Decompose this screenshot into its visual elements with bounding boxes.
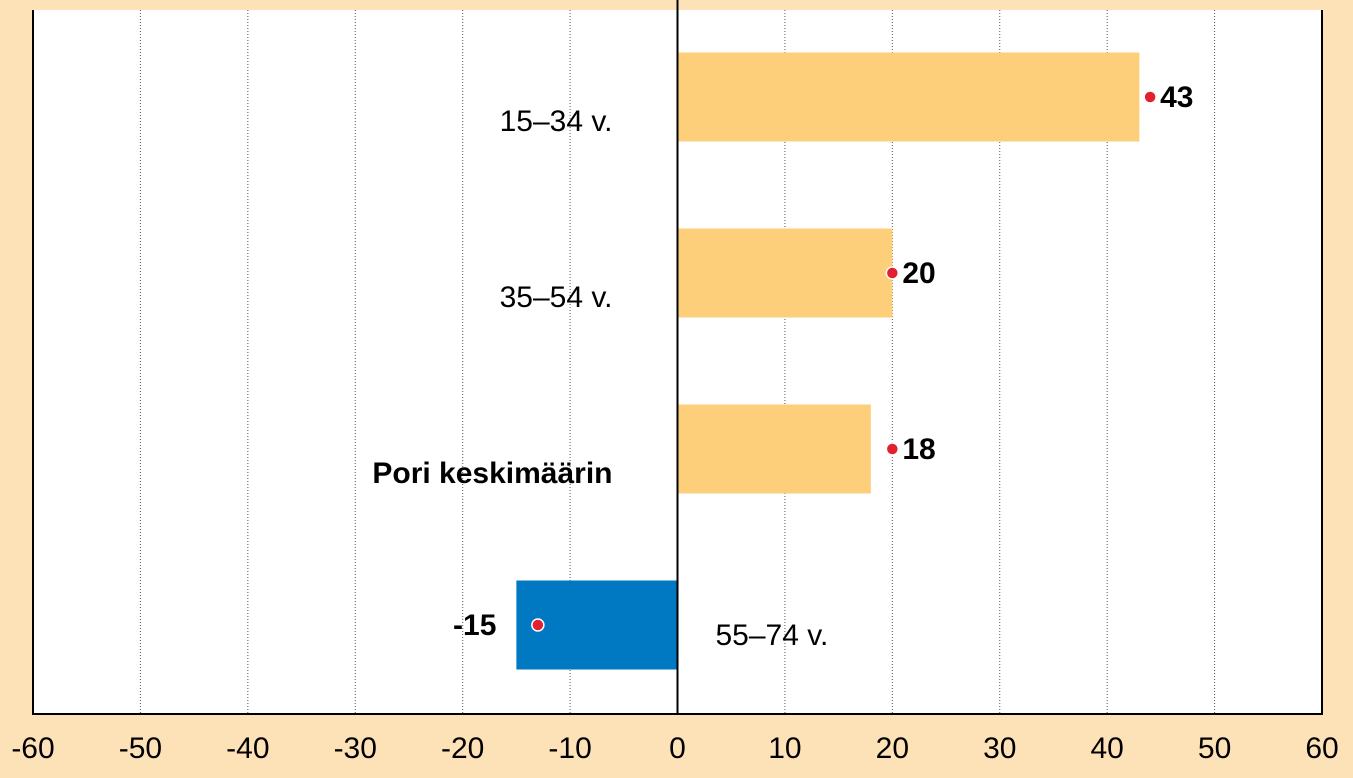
plot-frame: [32, 10, 1323, 715]
bar: [677, 228, 893, 318]
x-tick-label: -40: [226, 732, 269, 765]
bar: [677, 52, 1140, 142]
category-label: Pori keskimäärin: [372, 457, 612, 490]
x-tick-label: 30: [983, 732, 1016, 765]
x-tick-label: 40: [1090, 732, 1123, 765]
x-tick-label: 10: [768, 732, 801, 765]
x-tick-label: 0: [669, 732, 686, 765]
marker-dot: [885, 442, 900, 456]
bar: [677, 404, 871, 494]
x-tick-label: -20: [441, 732, 484, 765]
marker-dot: [531, 618, 545, 632]
category-label: 35–54 v.: [500, 281, 613, 314]
value-label: -15: [453, 609, 496, 642]
marker-dot: [885, 266, 900, 280]
category-label: 15–34 v.: [500, 105, 613, 138]
value-label: 18: [902, 433, 935, 466]
x-tick-label: -30: [334, 732, 377, 765]
x-tick-label: 60: [1305, 732, 1338, 765]
x-tick-label: 50: [1198, 732, 1231, 765]
category-label: 55–74 v.: [716, 619, 829, 652]
x-tick-label: -50: [119, 732, 162, 765]
value-label: 20: [902, 257, 935, 290]
x-tick-label: 20: [876, 732, 909, 765]
value-label: 43: [1160, 81, 1193, 114]
marker-dot: [1143, 90, 1157, 104]
x-tick-label: -60: [11, 732, 54, 765]
x-tick-label: -10: [548, 732, 591, 765]
